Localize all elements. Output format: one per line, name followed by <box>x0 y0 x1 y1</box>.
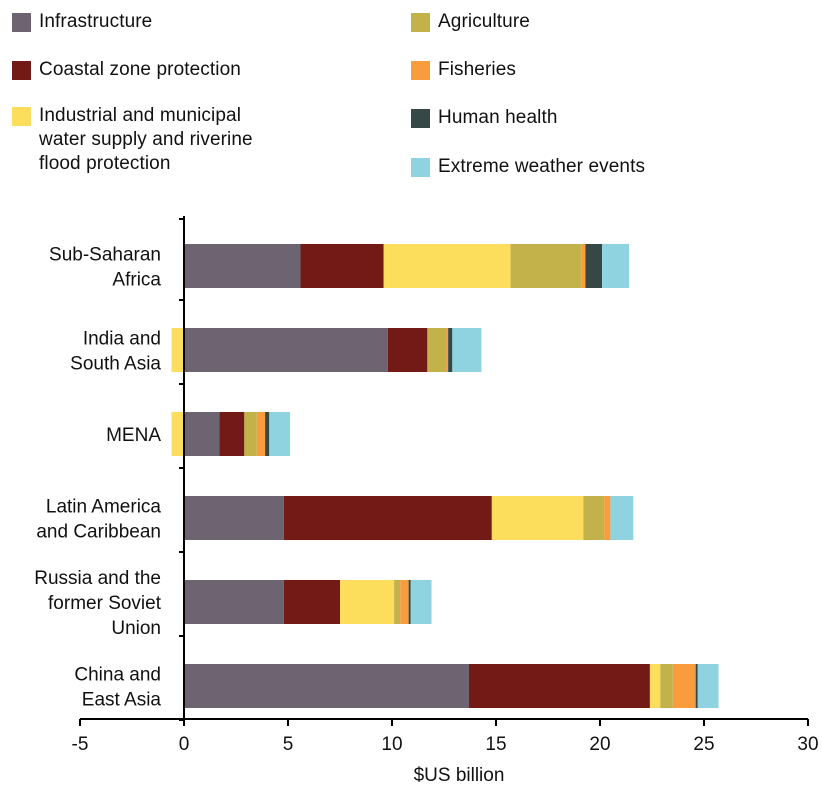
bar-segment <box>184 496 284 540</box>
legend-swatch <box>12 107 31 126</box>
bar-segment <box>697 664 719 708</box>
bar-segment <box>448 328 453 372</box>
bar-segment <box>427 328 447 372</box>
x-tick-label: 30 <box>797 734 818 755</box>
category-label: Union <box>111 618 161 639</box>
category-label: and Caribbean <box>36 522 161 543</box>
category-label: East Asia <box>82 690 162 711</box>
bar-segment <box>510 244 582 288</box>
legend-label: Human health <box>438 107 558 128</box>
bar-segment <box>184 580 284 624</box>
bar-segment <box>408 580 411 624</box>
category-label: Latin America <box>46 497 162 518</box>
x-tick-label: 5 <box>283 734 294 755</box>
bar-segment <box>244 412 257 456</box>
bar-segment <box>300 244 384 288</box>
bar-segment <box>184 244 301 288</box>
bar-segment <box>649 664 661 708</box>
category-label: India and <box>83 329 161 350</box>
bar-segment <box>446 328 449 372</box>
x-tick-label: 0 <box>179 734 190 755</box>
bar-segment <box>219 412 245 456</box>
legend-swatch <box>411 13 430 32</box>
bar-segment <box>660 664 673 708</box>
legend-swatch <box>411 61 430 80</box>
legend-item-infrastructure: Infrastructure <box>12 10 152 34</box>
bar-segment <box>581 244 586 288</box>
legend-item-coastal: Coastal zone protection <box>12 58 241 82</box>
bar-segment <box>171 412 184 456</box>
x-tick-label: -5 <box>72 734 89 755</box>
category-label: South Asia <box>70 354 161 375</box>
bar-segment <box>604 496 611 540</box>
category-label: former Soviet <box>48 593 162 614</box>
bar-segment <box>672 664 696 708</box>
bar-segment <box>400 580 409 624</box>
bar-segment <box>387 328 428 372</box>
x-tick-label: 20 <box>589 734 610 755</box>
legend-item-extreme-weather: Extreme weather events <box>411 155 645 179</box>
legend-swatch <box>12 13 31 32</box>
bar-segment <box>468 664 650 708</box>
bar-segment <box>184 328 388 372</box>
category-label: MENA <box>106 425 161 446</box>
bar-segment <box>383 244 511 288</box>
legend-item-water: Industrial and municipal water supply an… <box>12 104 253 176</box>
bar-segment <box>583 496 605 540</box>
bar-segment <box>410 580 432 624</box>
legend: Infrastructure Coastal zone protection I… <box>0 0 822 190</box>
legend-label: Fisheries <box>438 59 516 80</box>
legend-label: Extreme weather events <box>438 156 646 177</box>
x-tick-label: 15 <box>485 734 506 755</box>
bar-segment <box>695 664 698 708</box>
bars-group <box>171 244 719 708</box>
legend-item-human-health: Human health <box>411 106 558 130</box>
category-label: Russia and the <box>34 568 161 589</box>
legend-label: Infrastructure <box>39 11 153 32</box>
bar-segment <box>256 412 266 456</box>
bar-segment <box>265 412 270 456</box>
category-label: Sub-Saharan <box>49 245 161 266</box>
bar-segment <box>340 580 395 624</box>
bar-segment <box>602 244 630 288</box>
bar-segment <box>394 580 401 624</box>
bar-segment <box>610 496 634 540</box>
legend-label: Coastal zone protection <box>39 59 241 80</box>
legend-swatch <box>12 61 31 80</box>
x-tick-label: 25 <box>693 734 714 755</box>
category-label: China and <box>74 665 161 686</box>
x-axis-title: $US billion <box>414 765 505 786</box>
axes-group: -5 0 5 10 15 20 25 30 Sub-Saharan Africa India and… <box>34 216 819 755</box>
legend-item-fisheries: Fisheries <box>411 58 516 82</box>
x-tick-label: 10 <box>381 734 402 755</box>
bar-segment <box>283 580 340 624</box>
legend-swatch <box>411 109 430 128</box>
legend-label: Agriculture <box>438 11 530 32</box>
bar-segment <box>184 664 469 708</box>
legend-item-agriculture: Agriculture <box>411 10 530 34</box>
bar-segment <box>585 244 603 288</box>
bar-segment <box>171 328 184 372</box>
bar-segment <box>491 496 584 540</box>
legend-swatch <box>411 158 430 177</box>
bar-segment <box>269 412 291 456</box>
category-label: Africa <box>112 270 161 291</box>
bar-segment <box>283 496 492 540</box>
bar-segment <box>184 412 220 456</box>
bar-segment <box>452 328 482 372</box>
legend-label: Industrial and municipal water supply an… <box>39 105 253 174</box>
